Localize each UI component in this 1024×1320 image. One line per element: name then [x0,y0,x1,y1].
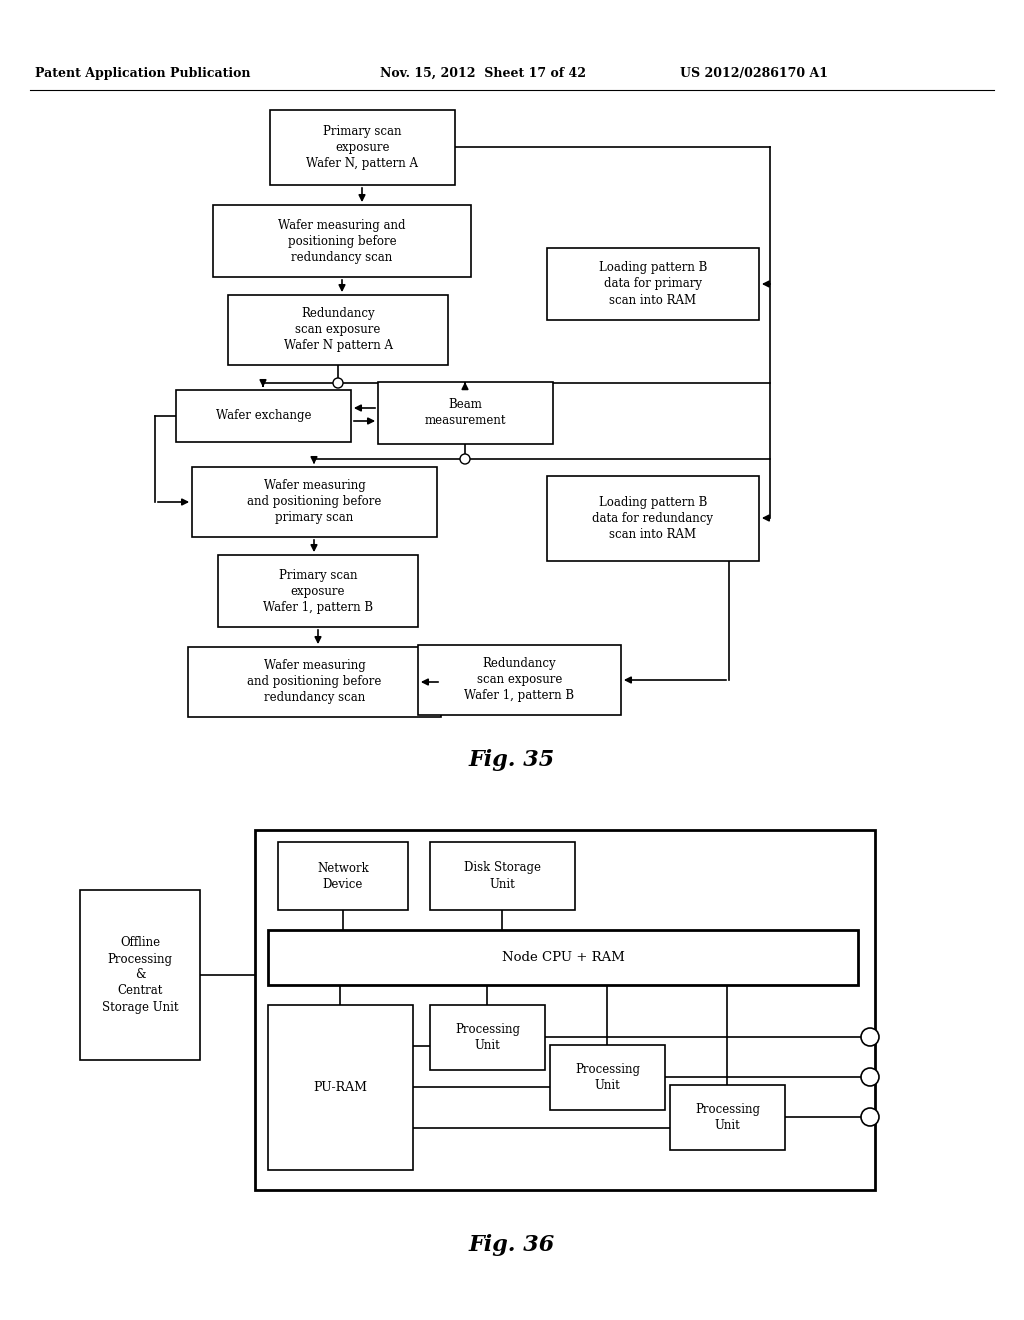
Circle shape [333,378,343,388]
Bar [550,1045,665,1110]
Text: Primary scan
exposure
Wafer N, pattern A: Primary scan exposure Wafer N, pattern A [306,125,419,170]
Text: Wafer measuring
and positioning before
redundancy scan: Wafer measuring and positioning before r… [248,660,382,705]
Bar [255,830,874,1191]
Bar [278,842,408,909]
Text: Wafer measuring
and positioning before
primary scan: Wafer measuring and positioning before p… [248,479,382,524]
Text: Node CPU + RAM: Node CPU + RAM [502,950,625,964]
Bar [218,554,418,627]
Text: Processing
Unit: Processing Unit [455,1023,520,1052]
Text: Fig. 36: Fig. 36 [469,1234,555,1257]
Circle shape [861,1068,879,1086]
Text: Wafer exchange: Wafer exchange [216,409,311,422]
Text: Processing
Unit: Processing Unit [575,1063,640,1092]
Bar [547,477,759,561]
Bar [270,110,455,185]
Bar [188,647,441,717]
Circle shape [861,1107,879,1126]
Text: Beam
measurement: Beam measurement [425,399,506,428]
Text: Disk Storage
Unit: Disk Storage Unit [464,862,541,891]
Text: Patent Application Publication: Patent Application Publication [35,66,251,79]
Text: Redundancy
scan exposure
Wafer 1, pattern B: Redundancy scan exposure Wafer 1, patter… [465,657,574,702]
Text: Fig. 35: Fig. 35 [469,748,555,771]
Text: Wafer measuring and
positioning before
redundancy scan: Wafer measuring and positioning before r… [279,219,406,264]
Bar [213,205,471,277]
Text: Redundancy
scan exposure
Wafer N pattern A: Redundancy scan exposure Wafer N pattern… [284,308,392,352]
Bar [418,645,621,715]
Circle shape [460,454,470,465]
Text: Network
Device: Network Device [317,862,369,891]
Bar [378,381,553,444]
Text: Processing
Unit: Processing Unit [695,1104,760,1133]
Bar [430,1005,545,1071]
Bar [547,248,759,319]
Bar [268,1005,413,1170]
Bar [670,1085,785,1150]
Bar [193,467,437,537]
Text: US 2012/0286170 A1: US 2012/0286170 A1 [680,66,828,79]
Text: Nov. 15, 2012  Sheet 17 of 42: Nov. 15, 2012 Sheet 17 of 42 [380,66,586,79]
Text: Loading pattern B
data for primary
scan into RAM: Loading pattern B data for primary scan … [599,261,708,306]
Text: Offline
Processing
&
Centrat
Storage Unit: Offline Processing & Centrat Storage Uni… [101,936,178,1014]
Text: Primary scan
exposure
Wafer 1, pattern B: Primary scan exposure Wafer 1, pattern B [263,569,373,614]
Bar [176,389,351,442]
Bar [268,931,858,985]
Text: PU-RAM: PU-RAM [313,1081,368,1094]
Circle shape [861,1028,879,1045]
Bar [228,294,449,366]
Text: Loading pattern B
data for redundancy
scan into RAM: Loading pattern B data for redundancy sc… [593,496,714,541]
Bar [430,842,575,909]
Bar [80,890,200,1060]
